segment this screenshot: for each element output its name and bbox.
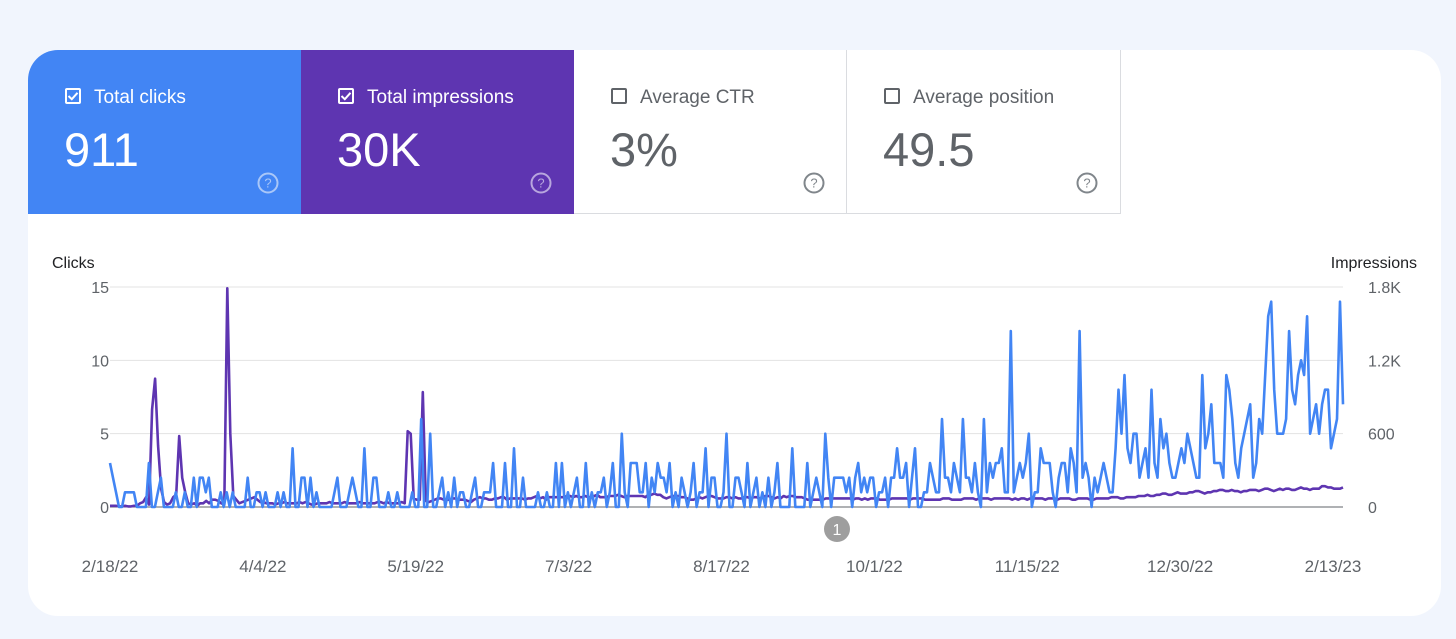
- total-impressions-value: 30K: [337, 123, 421, 176]
- y-left-tick-label: 0: [100, 500, 109, 517]
- help-circle-icon[interactable]: ?: [530, 172, 552, 194]
- checkbox-icon[interactable]: [338, 88, 354, 104]
- help-circle-icon[interactable]: ?: [1076, 172, 1098, 194]
- average-ctr-tile[interactable]: Average CTR 3% ?: [574, 50, 847, 214]
- average-ctr-label: Average CTR: [640, 87, 755, 108]
- y-right-tick-label: 0: [1368, 500, 1377, 517]
- checkbox-icon[interactable]: [611, 88, 627, 104]
- svg-text:?: ?: [264, 176, 271, 191]
- svg-text:?: ?: [810, 176, 817, 191]
- checkbox-icon[interactable]: [884, 88, 900, 104]
- help-circle-icon[interactable]: ?: [257, 172, 279, 194]
- x-tick-label: 10/1/22: [846, 557, 903, 576]
- y-left-tick-label: 10: [91, 353, 109, 370]
- average-ctr-value: 3%: [610, 123, 678, 176]
- average-position-tile[interactable]: Average position 49.5 ?: [847, 50, 1121, 214]
- total-clicks-label: Total clicks: [94, 87, 186, 108]
- y-left-axis-title: Clicks: [52, 255, 95, 272]
- total-impressions-label: Total impressions: [367, 87, 514, 108]
- x-tick-label: 5/19/22: [387, 557, 444, 576]
- performance-card: Total clicks 911 ? Total impressions 30K…: [28, 50, 1441, 616]
- svg-text:?: ?: [1083, 176, 1090, 191]
- average-position-value: 49.5: [883, 123, 975, 176]
- y-right-axis-title: Impressions: [1331, 255, 1417, 272]
- svg-text:?: ?: [537, 176, 544, 191]
- total-clicks-value: 911: [64, 123, 139, 176]
- y-right-tick-label: 1.2K: [1368, 353, 1401, 370]
- impressions-series-line: [110, 287, 1344, 508]
- x-tick-label: 12/30/22: [1147, 557, 1213, 576]
- y-left-tick-label: 5: [100, 427, 109, 444]
- y-right-tick-label: 1.8K: [1368, 280, 1401, 297]
- x-tick-label: 8/17/22: [693, 557, 750, 576]
- x-tick-label: 11/15/22: [995, 557, 1060, 576]
- total-impressions-tile[interactable]: Total impressions 30K ?: [301, 50, 574, 214]
- x-tick-label: 2/13/23: [1305, 557, 1362, 576]
- x-tick-label: 2/18/22: [82, 557, 139, 576]
- checkbox-icon[interactable]: [65, 88, 81, 104]
- annotation-marker: [824, 516, 850, 542]
- clicks-series-line: [108, 300, 1345, 509]
- help-circle-icon[interactable]: ?: [803, 172, 825, 194]
- annotation-marker-label: 1: [833, 522, 842, 539]
- x-tick-label: 7/3/22: [545, 557, 592, 576]
- total-clicks-tile[interactable]: Total clicks 911 ?: [28, 50, 301, 214]
- average-position-label: Average position: [913, 87, 1055, 108]
- performance-chart: 0 0 5 600 10 1.2K 15 1.8K Clicks Impressions 2/18/…: [52, 255, 1417, 576]
- y-right-tick-label: 600: [1368, 427, 1395, 444]
- y-left-tick-label: 15: [91, 280, 109, 297]
- x-tick-label: 4/4/22: [239, 557, 286, 576]
